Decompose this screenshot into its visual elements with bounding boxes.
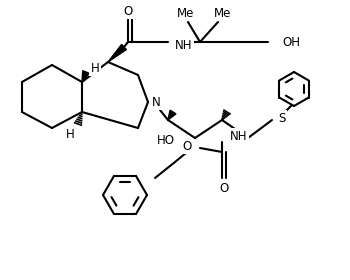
Polygon shape <box>168 110 176 120</box>
Text: Me: Me <box>214 6 232 20</box>
Text: NH: NH <box>230 130 247 143</box>
Text: OH: OH <box>282 36 300 48</box>
Text: H: H <box>91 62 99 74</box>
Text: O: O <box>219 181 229 195</box>
Text: HO: HO <box>157 134 175 146</box>
Text: N: N <box>152 95 160 109</box>
Text: S: S <box>278 111 285 125</box>
Text: H: H <box>66 127 75 141</box>
Text: O: O <box>124 4 133 18</box>
Text: O: O <box>183 139 192 153</box>
Text: Me: Me <box>177 6 195 20</box>
Polygon shape <box>108 45 126 62</box>
Text: NH: NH <box>175 39 192 52</box>
Polygon shape <box>82 71 89 82</box>
